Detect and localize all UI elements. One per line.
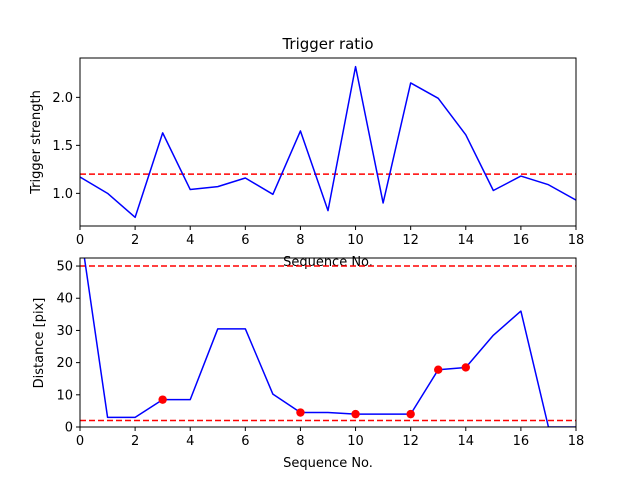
top-x-tick-label: 0 bbox=[76, 233, 84, 248]
bottom-marker-point bbox=[296, 408, 305, 417]
top-x-tick-label: 2 bbox=[131, 233, 139, 248]
bottom-y-axis-label: Distance [pix] bbox=[32, 298, 47, 389]
top-y-tick-label: 1.5 bbox=[52, 139, 73, 154]
bottom-chart: 0 2 4 6 8 10 12 14 16 18 0 10 20 30 40 50 Sequence No.… bbox=[32, 257, 584, 471]
bottom-plot-frame bbox=[79, 257, 577, 428]
top-y-tick-label: 1.0 bbox=[52, 187, 73, 202]
top-y-axis-label: Trigger strength bbox=[29, 90, 44, 195]
top-y-ticks: 1.0 1.5 2.0 bbox=[52, 91, 80, 202]
top-x-ticks: 0 2 4 6 8 10 12 14 16 18 bbox=[76, 226, 584, 248]
bottom-x-tick-label: 0 bbox=[76, 434, 84, 449]
bottom-x-tick-label: 8 bbox=[296, 434, 304, 449]
bottom-y-tick-label: 0 bbox=[65, 421, 73, 436]
top-chart: 0 2 4 6 8 10 12 14 16 18 1.01.52.0 Trigger ratio … bbox=[29, 35, 584, 270]
top-plot-frame bbox=[79, 57, 577, 227]
top-x-tick-label: 8 bbox=[296, 233, 304, 248]
top-series-group bbox=[80, 65, 576, 219]
top-x-tick-label: 18 bbox=[568, 233, 585, 248]
bottom-marker-point bbox=[434, 365, 443, 374]
bottom-y-tick-label: 40 bbox=[56, 292, 73, 307]
bottom-y-tick-label: 20 bbox=[56, 356, 73, 371]
top-series-line-0 bbox=[80, 65, 576, 219]
bottom-x-tick-label: 6 bbox=[241, 434, 249, 449]
bottom-marker-point bbox=[351, 409, 360, 419]
bottom-x-axis-label: Sequence No. bbox=[283, 456, 373, 471]
bottom-marker-point bbox=[158, 395, 167, 404]
bottom-marker-point bbox=[406, 409, 415, 419]
bottom-threshold-lines bbox=[80, 265, 576, 422]
bottom-x-tick-label: 16 bbox=[513, 434, 530, 449]
top-x-tick-label: 6 bbox=[241, 233, 249, 248]
top-x-tick-label: 4 bbox=[186, 233, 194, 248]
bottom-y-tick-label: 10 bbox=[56, 388, 73, 403]
top-x-tick-label: 16 bbox=[513, 233, 530, 248]
bottom-x-tick-label: 10 bbox=[347, 434, 364, 449]
bottom-x-tick-label: 18 bbox=[568, 434, 585, 449]
bottom-marker-point bbox=[461, 363, 470, 372]
bottom-markers bbox=[158, 363, 470, 419]
top-y-tick-label: 2.0 bbox=[52, 91, 73, 106]
bottom-x-tick-label: 4 bbox=[186, 434, 194, 449]
bottom-x-tick-label: 12 bbox=[402, 434, 419, 449]
top-x-tick-label: 12 bbox=[402, 233, 419, 248]
bottom-x-tick-label: 14 bbox=[458, 434, 475, 449]
bottom-y-tick-label: 50 bbox=[56, 260, 73, 275]
top-chart-title: Trigger ratio bbox=[281, 35, 373, 53]
bottom-y-tick-label: 30 bbox=[56, 324, 73, 339]
top-x-axis-label: Sequence No. bbox=[283, 255, 373, 270]
top-x-tick-label: 14 bbox=[458, 233, 475, 248]
bottom-y-ticks: 0 10 20 30 40 50 bbox=[56, 260, 80, 436]
top-x-tick-label: 10 bbox=[347, 233, 364, 248]
bottom-x-ticks: 0 2 4 6 8 10 12 14 16 18 bbox=[76, 427, 584, 449]
bottom-x-tick-label: 2 bbox=[131, 434, 139, 449]
